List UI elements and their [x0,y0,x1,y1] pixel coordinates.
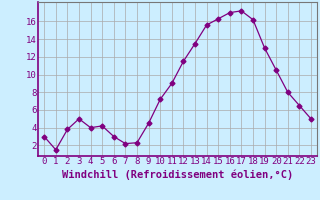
X-axis label: Windchill (Refroidissement éolien,°C): Windchill (Refroidissement éolien,°C) [62,169,293,180]
